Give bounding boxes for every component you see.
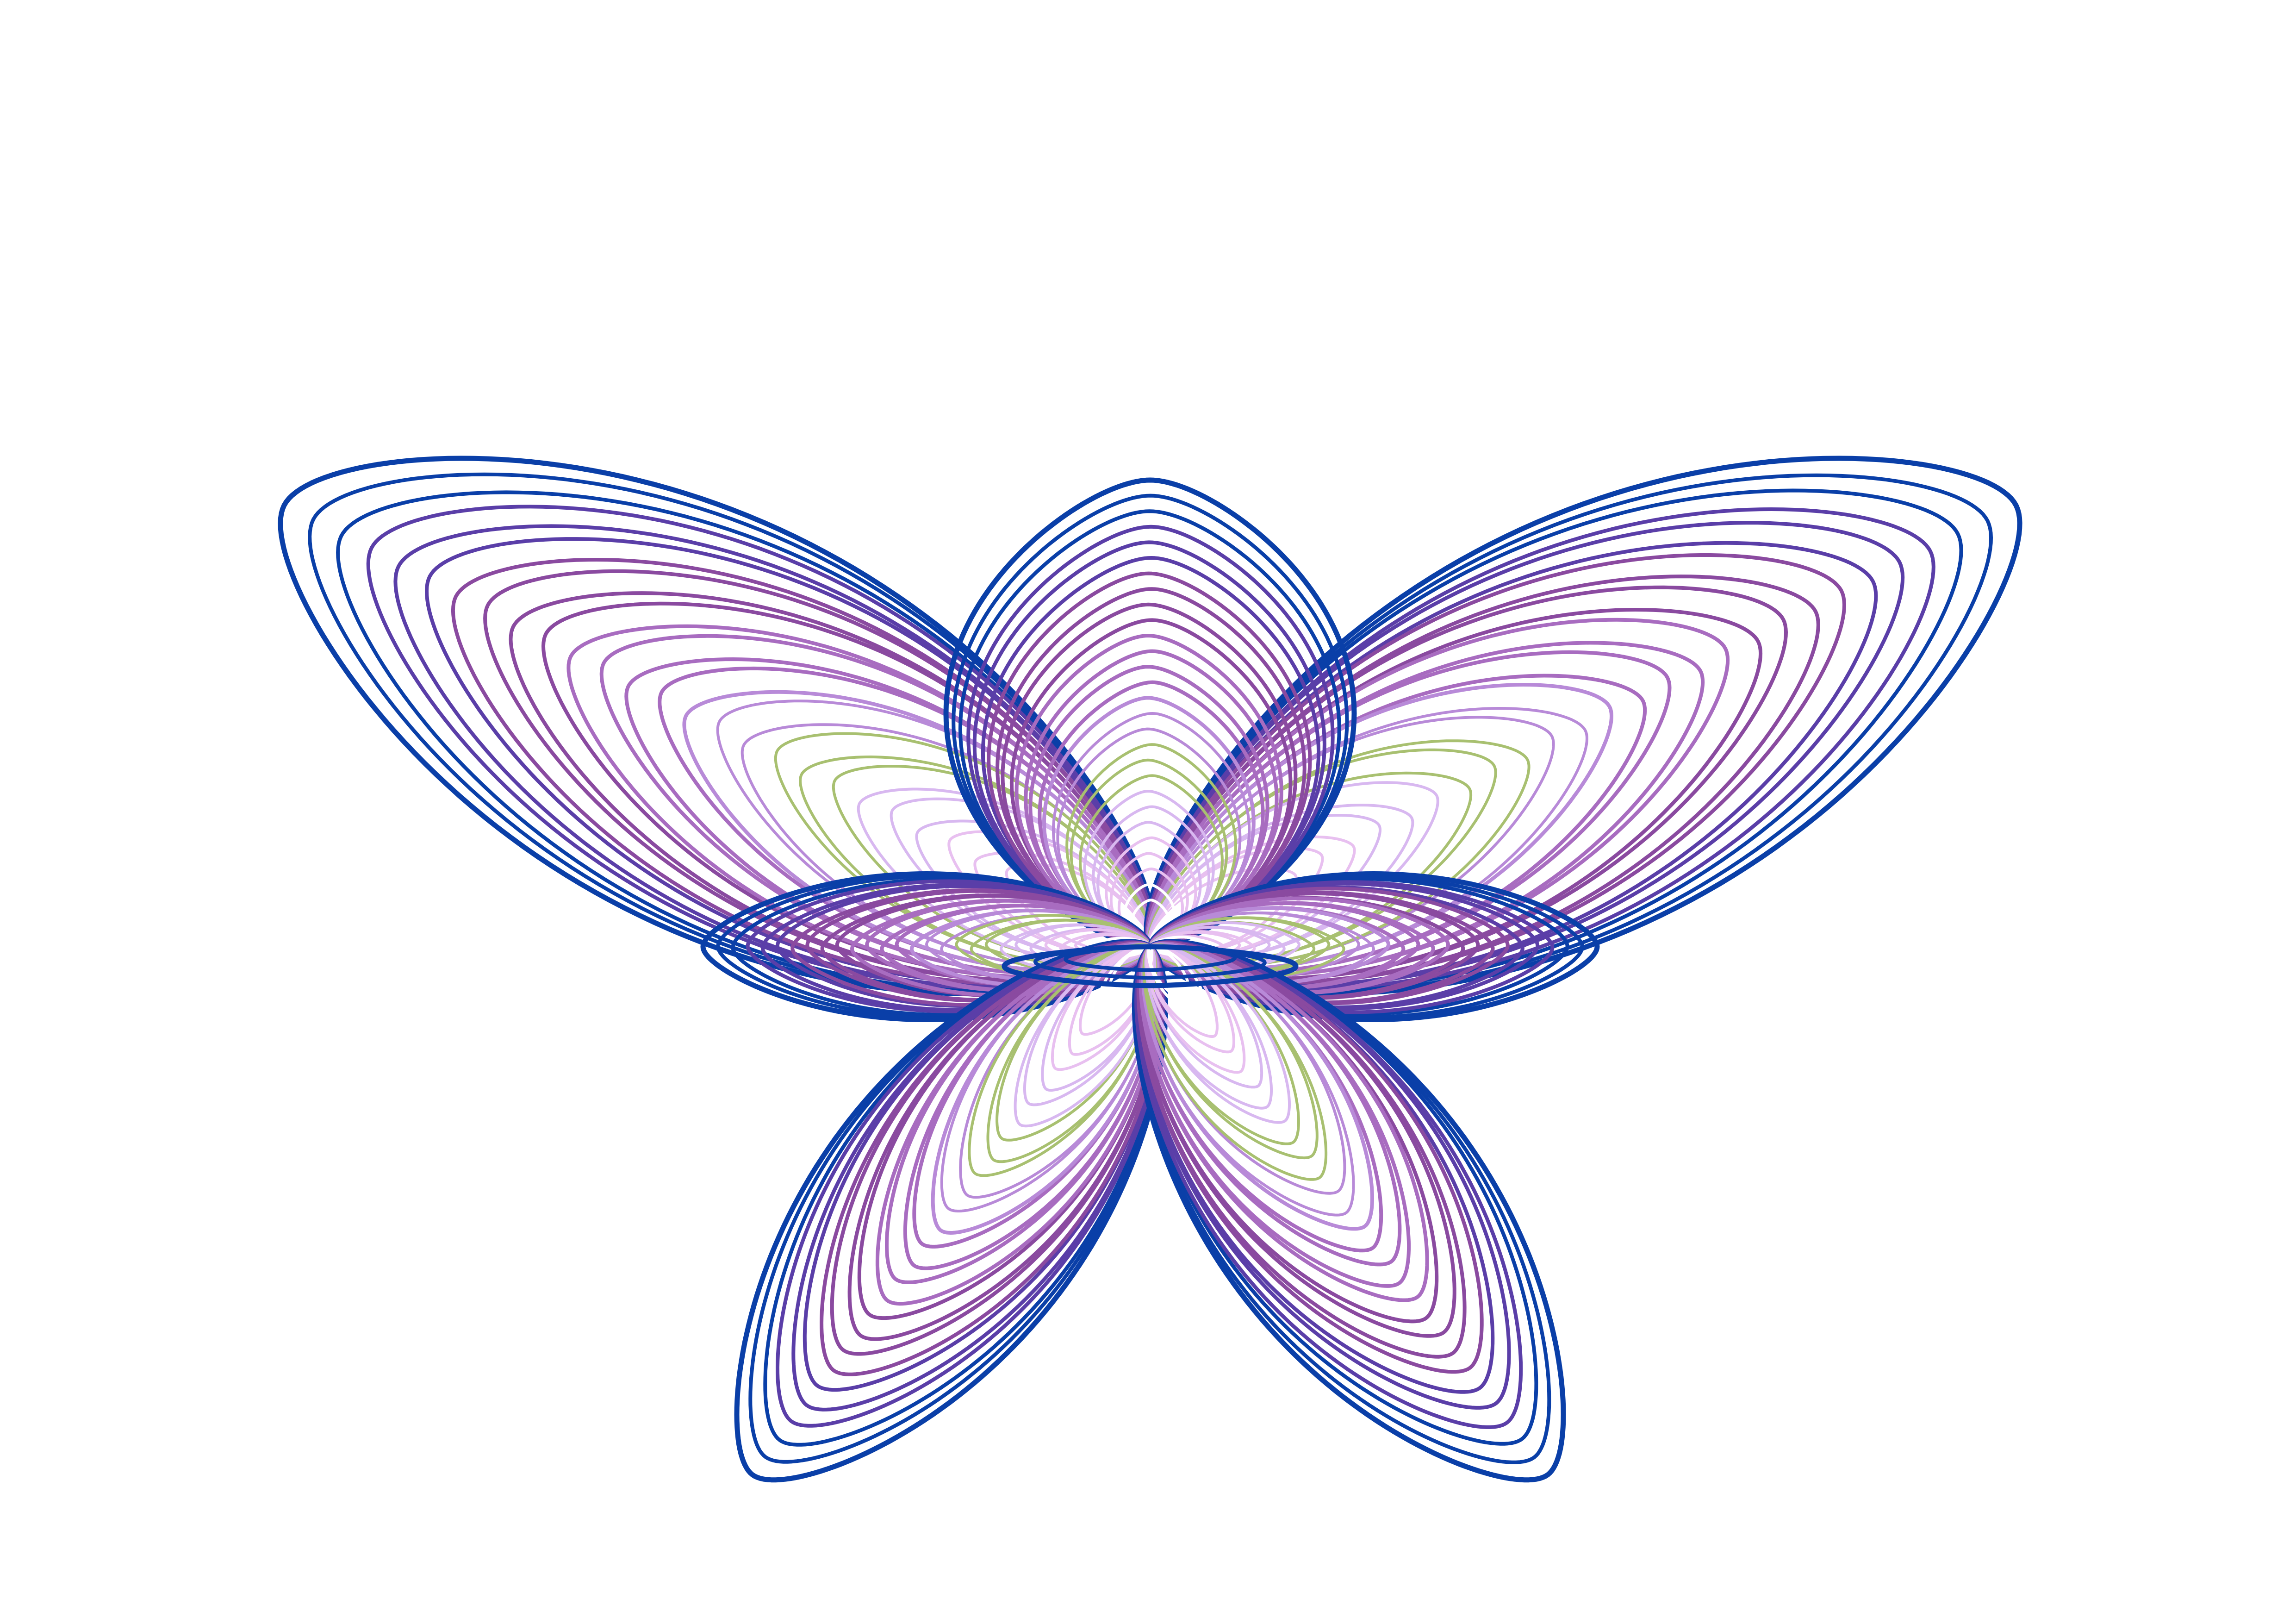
top-petal-ring — [966, 525, 1335, 949]
top-petal-lobe — [943, 477, 1357, 949]
lower-left-wing-lobe — [734, 939, 1169, 1483]
tail-ring — [1033, 945, 1267, 980]
tail-ring — [1002, 944, 1299, 988]
upper-left-wing-ring — [278, 456, 1157, 997]
tail-ring — [1064, 945, 1237, 972]
top-petal-ring — [958, 509, 1341, 949]
top-petal-ring — [952, 493, 1349, 949]
top-petal-ring — [943, 477, 1357, 949]
butterfly-rings — [278, 456, 2022, 1483]
lower-right-wing-ring — [1132, 939, 1566, 1483]
lower-right-wing-ring — [1147, 945, 1192, 1002]
lower-left-wing-ring — [734, 939, 1169, 1483]
lower-right-wing-lobe — [1132, 939, 1566, 1483]
tail-lobe — [1002, 944, 1299, 988]
